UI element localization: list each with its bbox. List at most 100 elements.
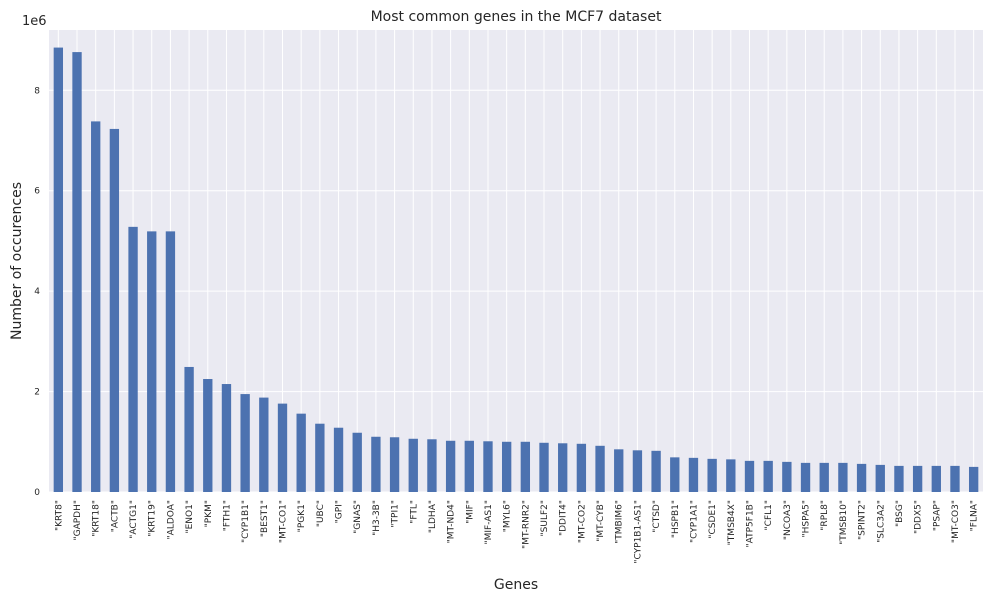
bar [277,403,288,492]
x-tick-label: "KRT18" [92,500,102,537]
bar [91,121,101,492]
x-tick-label: "RPL8" [820,500,830,531]
bar [128,226,138,492]
x-tick-label: "UBC" [316,500,326,527]
x-tick-label: "TPI1" [391,500,401,528]
x-tick-label: "CSDE1" [708,500,718,539]
x-tick-label: "NCOA3" [783,500,793,540]
x-tick-label: "H3-3B" [372,500,382,536]
y-tick-label: 4 [34,287,40,297]
y-tick-labels: 0 2 4 6 8 [34,86,40,498]
bar [184,366,194,492]
x-tick-label: "HSPA5" [802,500,812,538]
y-tick-label: 6 [34,187,40,197]
bar [240,394,250,492]
bar [72,52,82,493]
x-tick-label: "ALDOA" [166,500,176,539]
x-tick-label: "CYP1A1" [689,500,699,543]
x-tick-label: "MYL6" [503,500,513,532]
x-tick-label: "LDHA" [428,500,438,533]
bar [315,423,325,492]
bar [651,450,661,492]
x-tick-label: "FLNA" [970,500,980,531]
bar [520,441,531,492]
x-tick-label: "CYP1B1-AS1" [633,500,643,564]
bar [931,465,941,492]
x-tick-label: "BSG" [895,500,905,527]
y-tick-label: 2 [34,388,40,398]
bar [968,466,979,492]
x-tick-label: "MT-CO2" [577,500,587,543]
bar [912,465,923,492]
bar [165,231,176,492]
bar [203,379,213,492]
x-tick-label: "BEST1" [260,500,270,537]
bar [632,450,643,492]
x-tick-label: "GPI" [335,500,345,523]
bar [501,441,512,492]
bar [707,458,717,492]
bar [782,461,792,492]
bar [614,449,624,492]
x-tick-label: "GNAS" [353,500,363,534]
bar [539,442,549,492]
bar [408,438,418,492]
x-tick-label: "MT-CO3" [951,500,961,543]
bar [800,462,811,492]
bar [856,463,867,492]
bar [259,397,269,492]
x-tick-label: "MIF-AS1" [484,500,494,545]
x-tick-label: "PGK1" [297,500,307,532]
x-tick-label: "KRT8" [54,500,64,531]
chart-title: Most common genes in the MCF7 dataset [371,9,662,25]
bar [389,437,400,492]
x-tick-label: "MIF" [465,500,475,524]
bar [109,128,120,492]
x-tick-label: "PKM" [204,500,214,527]
x-tick-label: "SPINT2" [858,500,868,540]
bar [595,445,605,492]
bar [726,459,736,492]
bar [464,440,474,492]
bar [688,457,699,492]
x-tick-label: "MT-RNR2" [521,500,531,549]
bar [371,436,381,492]
y-offset-label: 1e6 [22,14,47,29]
bar [894,465,904,492]
x-tick-label: "ATP5F1B" [746,500,756,547]
x-tick-label: "SULF2" [540,500,550,537]
bar [875,464,885,492]
x-tick-label: "HSPB1" [671,500,681,538]
bar [819,462,829,492]
x-tick-label: "ACTB" [110,500,120,532]
bar [744,460,755,492]
x-tick-label: "PSAP" [932,500,942,531]
bar [483,441,493,492]
bar [838,462,848,492]
bar [576,443,587,492]
x-tick-label: "GAPDH" [73,500,83,541]
x-tick-label: "FTH1" [222,500,232,531]
bar [333,427,344,492]
x-tick-label: "CFL1" [764,500,774,530]
bar [296,413,306,492]
bar [221,384,232,492]
x-tick-label: "TMBIM6" [615,500,625,544]
x-tick-label: "FTL" [409,500,419,524]
bars [53,47,979,493]
x-tick-labels: "KRT8" "GAPDH" "KRT18" "ACTB" "ACTG1" "KRT19"… [54,500,979,564]
x-tick-label: "ACTG1" [129,500,139,539]
bar [352,432,362,492]
x-tick-label: "CTSD" [652,500,662,533]
bar [53,47,64,493]
bar [147,231,157,492]
x-tick-label: "KRT19" [148,500,158,537]
bar [763,460,773,492]
x-tick-label: "CYP1B1" [241,500,251,543]
x-tick-label: "SLC3A2" [876,500,886,543]
x-tick-label: "DDX5" [914,500,924,534]
x-tick-label: "ENO1" [185,500,195,534]
x-tick-label: "MT-ND4" [447,500,457,543]
x-tick-label: "TMSB10" [839,500,849,545]
